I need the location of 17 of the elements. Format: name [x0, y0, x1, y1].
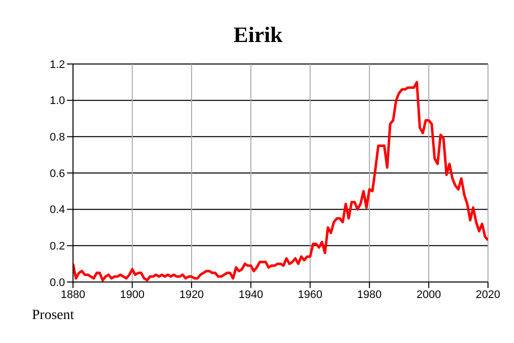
x-tick-label: 2020 [476, 288, 500, 301]
x-tick-label: 1900 [120, 288, 145, 301]
x-tick-label: 1980 [357, 288, 382, 301]
x-tick-label: 1920 [179, 288, 204, 301]
x-tick-label: 2000 [416, 288, 441, 301]
y-tick-label: 0.6 [50, 168, 65, 180]
x-tick-label: 1880 [60, 288, 86, 301]
x-tick-label: 1940 [238, 288, 264, 301]
y-tick-label: 0.4 [50, 204, 65, 216]
y-axis-title: Prosent [32, 308, 75, 324]
y-tick-label: 0.2 [50, 240, 65, 253]
x-tick-label: 1960 [298, 288, 322, 301]
chart-title: Eirik [232, 21, 284, 49]
y-tick-label: 1.0 [50, 95, 65, 108]
y-tick-label: 0.0 [50, 276, 65, 289]
y-tick-label: 1.2 [50, 58, 65, 71]
y-tick-label: 0.8 [50, 132, 65, 144]
